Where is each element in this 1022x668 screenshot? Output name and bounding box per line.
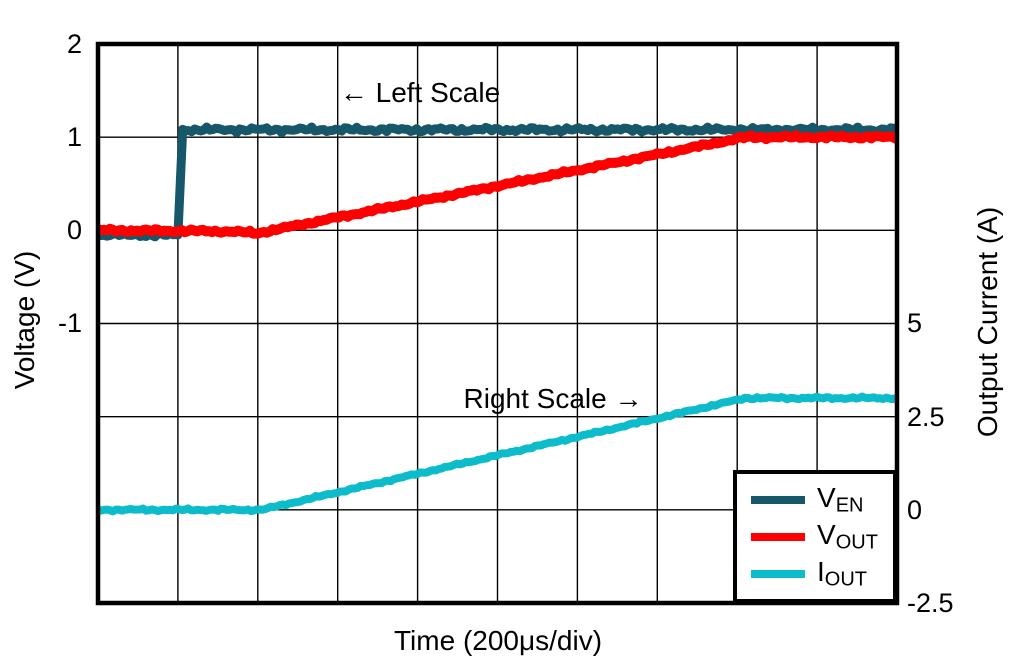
left-tick-0: 0 — [66, 215, 82, 245]
y-axis-left-title: Voltage (V) — [9, 250, 40, 390]
legend-swatch-iout-line — [751, 569, 805, 578]
annotation-right-scale: Right Scale → — [463, 383, 643, 414]
legend: VEN VOUT IOUT — [733, 470, 897, 603]
legend-item-iout: IOUT — [751, 555, 893, 591]
legend-label-ven: VEN — [817, 481, 864, 517]
left-tick-1: 1 — [66, 122, 82, 152]
left-tick-m1: -1 — [57, 308, 82, 338]
y-axis-right-title: Output Current (A) — [972, 206, 1003, 438]
right-tick-5: 5 — [907, 308, 923, 338]
legend-swatch-ven-line — [751, 495, 805, 504]
legend-label-iout: IOUT — [817, 555, 867, 591]
annotation-left-scale: ← Left Scale — [339, 77, 501, 108]
right-tick-0: 0 — [907, 495, 923, 525]
legend-item-vout: VOUT — [751, 518, 893, 554]
right-tick-2p5: 2.5 — [907, 402, 945, 432]
right-tick-m2p5: -2.5 — [907, 588, 954, 618]
legend-label-vout: VOUT — [817, 518, 878, 554]
x-axis-title: Time (200μs/div) — [393, 625, 603, 656]
left-tick-2: 2 — [66, 29, 82, 59]
legend-item-ven: VEN — [751, 481, 893, 517]
legend-swatch-vout-line — [751, 532, 805, 541]
